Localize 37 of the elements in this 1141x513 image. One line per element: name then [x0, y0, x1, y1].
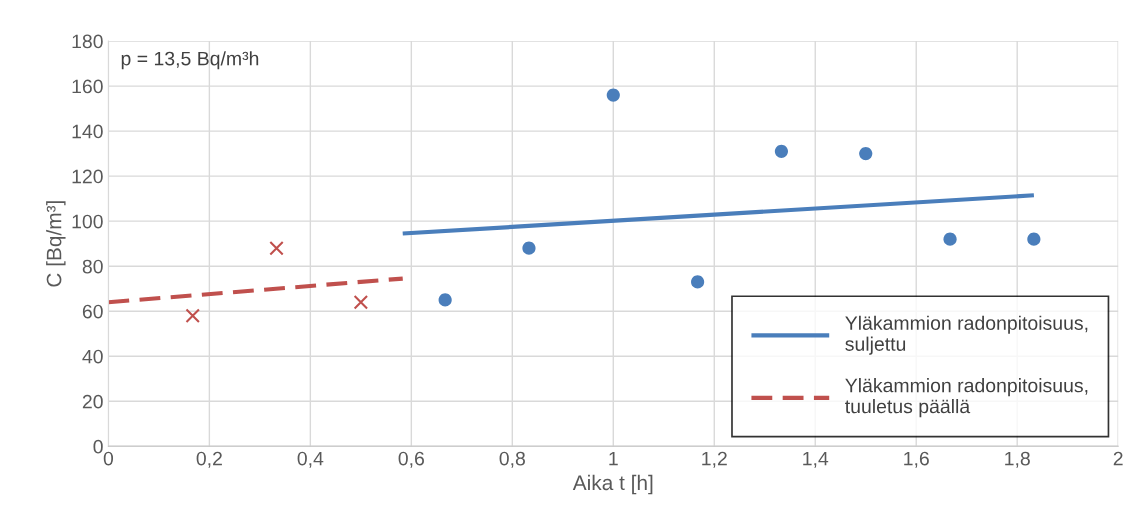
legend-label: Yläkammion radonpitoisuus, tuuletus päällä	[845, 378, 1088, 418]
y-tick-label: 160	[72, 79, 103, 94]
y-tick-label: 0	[93, 439, 103, 454]
point	[774, 144, 788, 158]
point	[691, 275, 705, 289]
point	[353, 294, 369, 310]
y-tick-label: 100	[72, 214, 103, 229]
point	[522, 241, 536, 255]
x-tick-label: 0,8	[499, 451, 525, 468]
point	[185, 308, 200, 323]
x-tick-label: 0,6	[398, 451, 424, 468]
point	[859, 147, 873, 161]
x-tick-label: 0	[103, 451, 114, 466]
annotation: p = 13,5 Bq/m³h	[121, 51, 259, 70]
y-tick-label: 120	[72, 169, 103, 184]
point	[438, 293, 452, 307]
x-axis-title: Aika t [h]	[572, 474, 653, 495]
x-tick-label: 1,6	[904, 451, 929, 468]
x-tick-label: 1,8	[1005, 451, 1030, 468]
y-tick-label: 80	[82, 259, 103, 274]
x-tick-label: 0,4	[297, 451, 324, 468]
x-tick-label: 1,2	[702, 451, 727, 468]
y-tick-label: 20	[82, 394, 103, 409]
y-tick-label: 140	[72, 124, 103, 139]
point	[943, 232, 957, 246]
y-tick-label: 40	[82, 349, 103, 364]
point	[269, 240, 284, 256]
y-tick-label: 180	[72, 34, 103, 49]
y-tick-label: 60	[82, 304, 103, 319]
x-tick-label: 2	[1113, 451, 1123, 466]
point	[606, 88, 620, 102]
x-tick-label: 1,4	[803, 451, 829, 468]
x-tick-label: 1	[609, 451, 618, 466]
x-tick-label: 0,2	[196, 451, 222, 468]
point	[1027, 232, 1041, 246]
legend-label: Yläkammion radonpitoisuus, suljettu	[845, 315, 1088, 355]
y-axis-title: C [Bq/m³]	[46, 201, 66, 287]
